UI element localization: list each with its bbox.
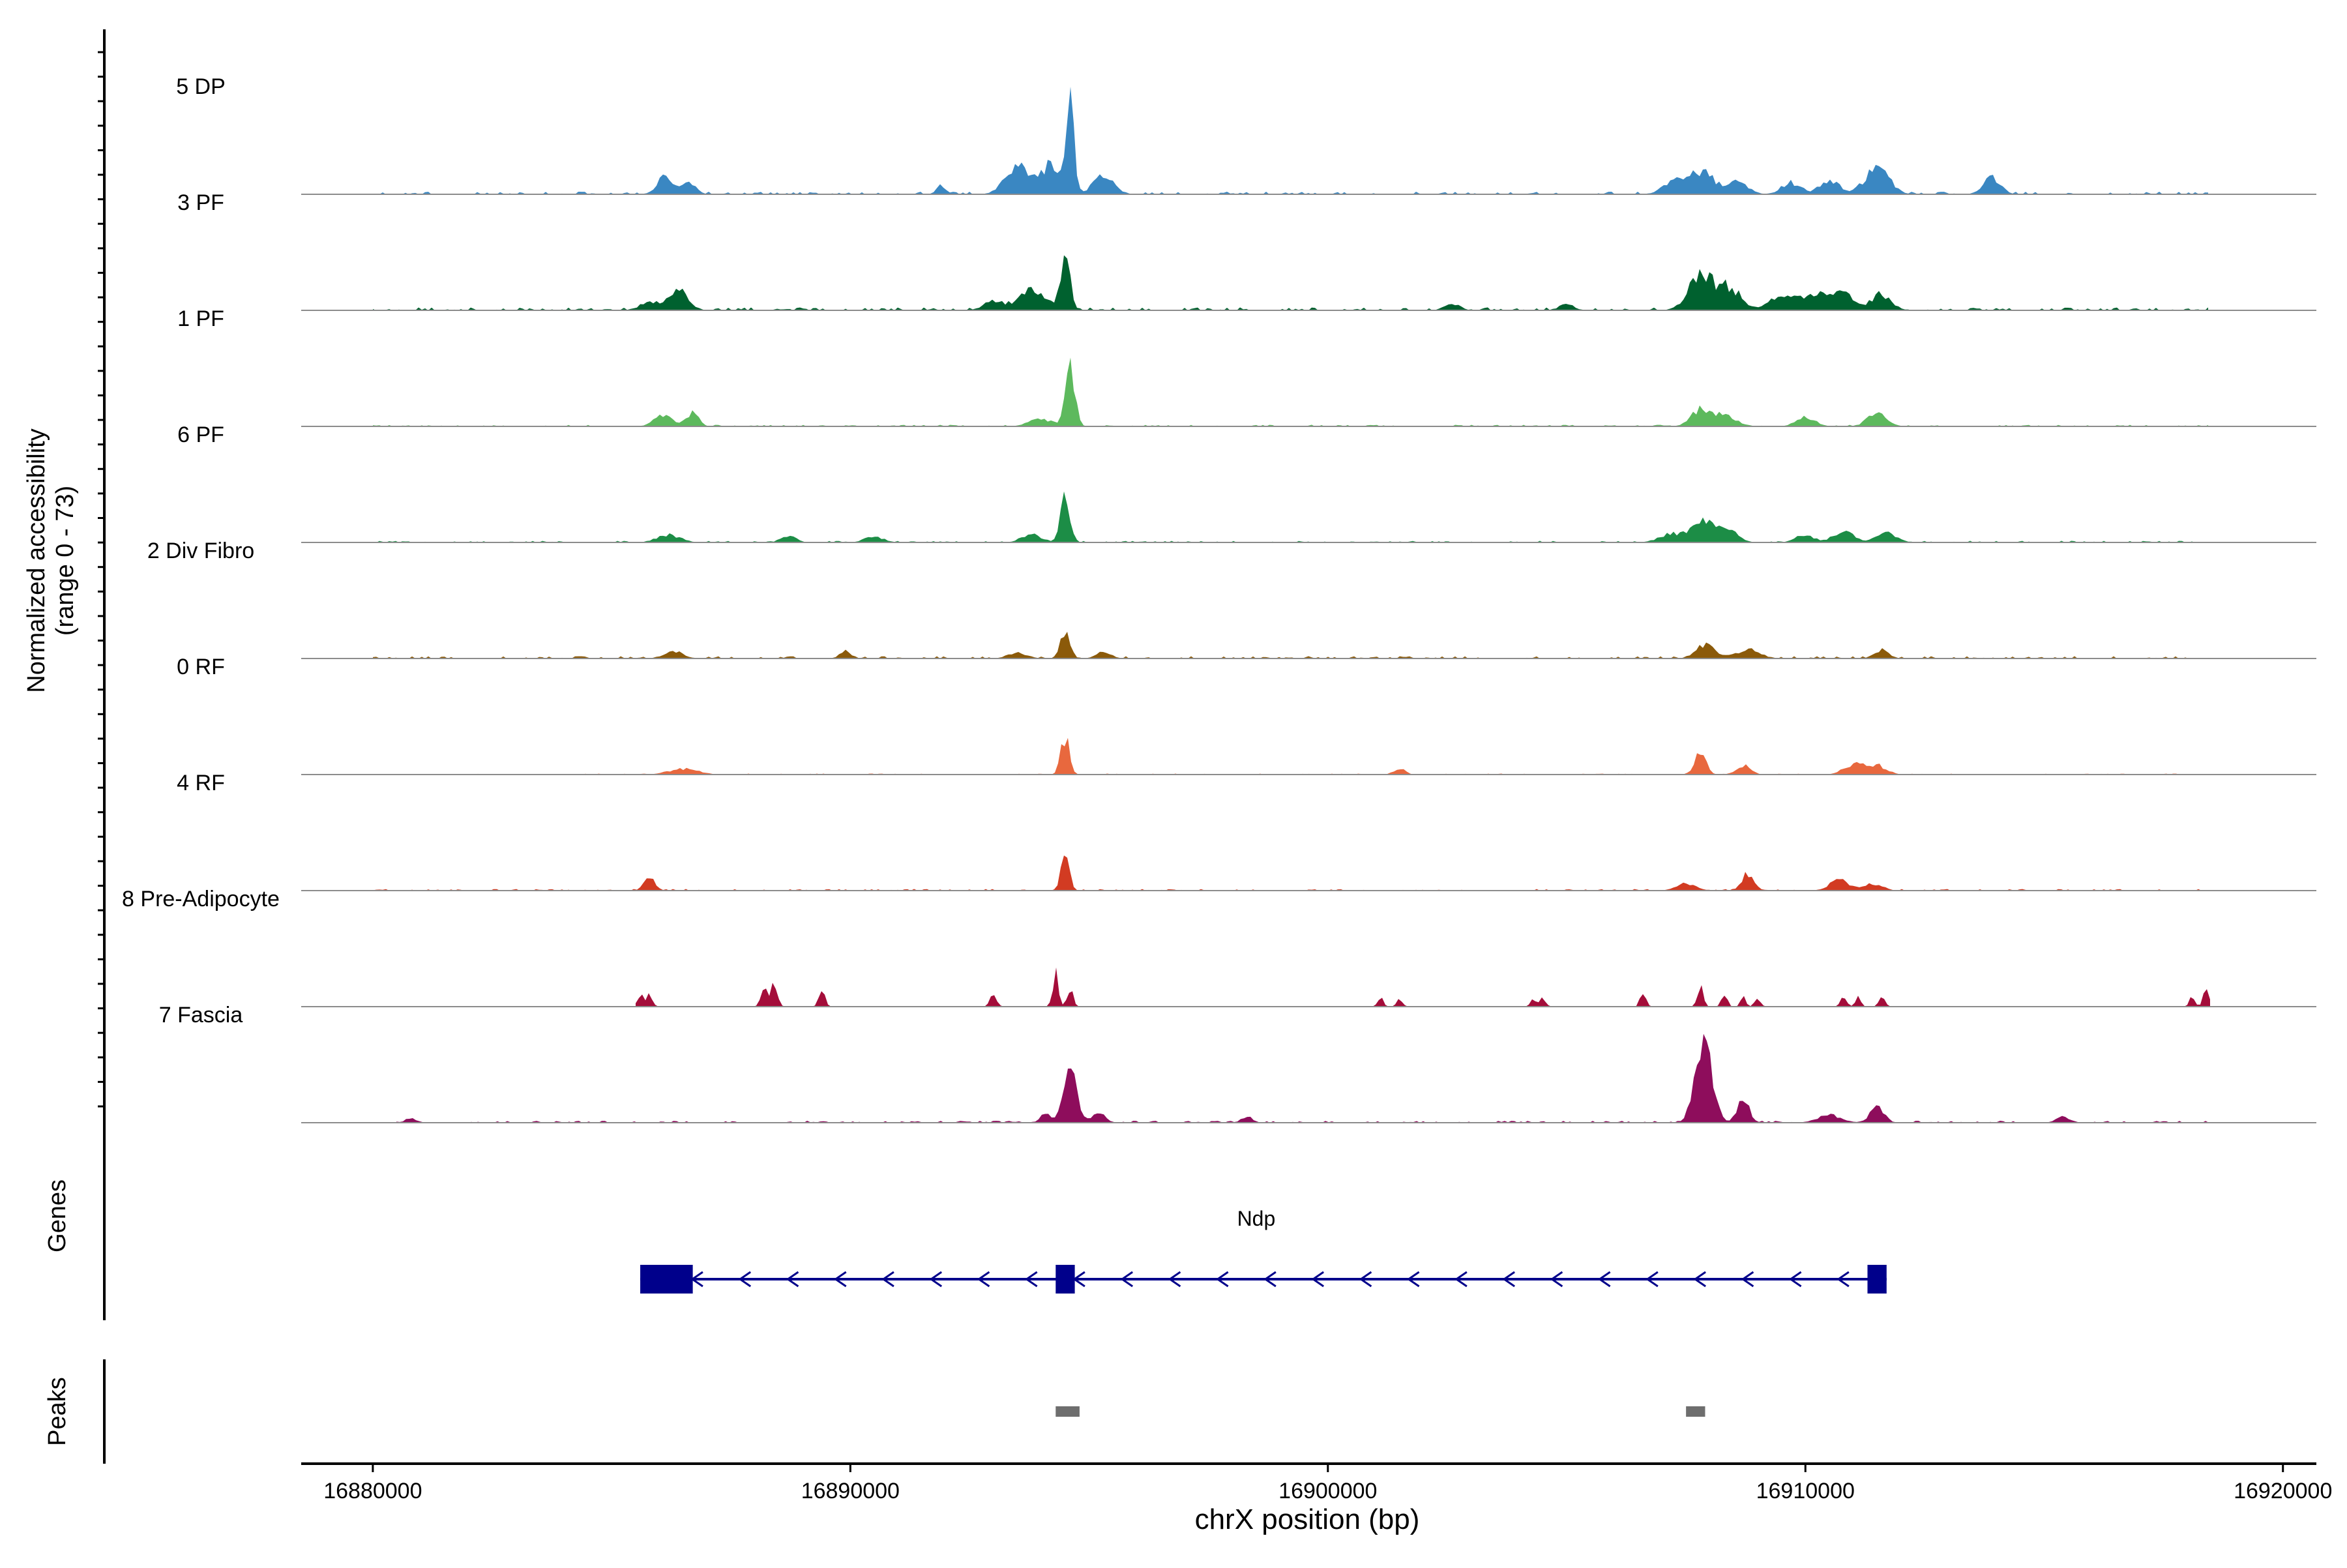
peak-region	[1686, 1406, 1705, 1417]
track-label: 5 DP	[176, 74, 226, 99]
gene-exon	[1055, 1265, 1075, 1294]
track-label: 7 Fascia	[159, 1003, 243, 1028]
track-label: 8 Pre-Adipocyte	[122, 887, 280, 911]
strand-arrow	[1788, 1271, 1802, 1288]
track-4: 6 PF	[177, 422, 2316, 543]
strand-arrow	[1406, 1271, 1420, 1288]
y-axis-title: Normalized accessibility	[23, 428, 50, 692]
gene-exon	[640, 1265, 693, 1294]
track-6: 0 RF	[177, 655, 2316, 775]
strand-arrow	[977, 1271, 990, 1288]
track-7: 4 RF	[177, 771, 2316, 891]
strand-arrow	[1741, 1271, 1754, 1288]
peaks-label: Peaks	[44, 1377, 71, 1446]
x-axis-ticks: 16880000 16890000 16900000 16910000 16920000	[323, 1464, 2332, 1503]
x-tick-label: 16910000	[1756, 1479, 1855, 1503]
strand-arrow	[929, 1271, 943, 1288]
strand-arrow	[1550, 1271, 1563, 1288]
strand-arrow	[1454, 1271, 1468, 1288]
x-tick-label: 16920000	[2234, 1479, 2332, 1503]
strand-arrow	[1597, 1271, 1611, 1288]
strand-arrow	[786, 1271, 799, 1288]
peak-region	[1055, 1406, 1080, 1417]
track-label: 1 PF	[177, 306, 224, 331]
x-axis-title: chrX position (bp)	[1195, 1503, 1420, 1535]
track-5: 2 Div Fibro	[147, 539, 2316, 659]
strand-arrow	[1311, 1271, 1324, 1288]
strand-arrow	[1025, 1271, 1038, 1288]
strand-arrow	[1359, 1271, 1372, 1288]
strand-arrow	[1216, 1271, 1229, 1288]
track-9: 7 Fascia	[159, 1003, 2316, 1123]
strand-arrow	[1263, 1271, 1277, 1288]
gene-exon	[1867, 1265, 1887, 1294]
track-8: 8 Pre-Adipocyte	[122, 887, 2316, 1007]
strand-arrow	[738, 1271, 752, 1288]
x-tick-label: 16880000	[323, 1479, 422, 1503]
peak-marks	[1055, 1406, 1705, 1417]
gene-model: Ndp	[640, 1207, 1887, 1294]
coverage-area	[373, 855, 2208, 891]
track-2: 3 PF	[177, 190, 2316, 311]
track-label: 6 PF	[177, 422, 224, 447]
y-axis-range: (range 0 - 73)	[52, 486, 79, 636]
strand-arrow	[1693, 1271, 1706, 1288]
x-tick-label: 16890000	[801, 1479, 900, 1503]
strand-arrow	[1168, 1271, 1181, 1288]
strand-arrow	[1837, 1271, 1850, 1288]
strand-arrow	[1502, 1271, 1515, 1288]
strand-arrow	[1120, 1271, 1134, 1288]
track-label: 3 PF	[177, 190, 224, 215]
genes-label: Genes	[44, 1179, 71, 1252]
coverage-tracks: 5 DP 3 PF 1 PF 6 PF 2 Div Fibro 0 RF 4 RF 8 Pre…	[122, 74, 2316, 1123]
track-label: 4 RF	[177, 771, 225, 795]
y-axis-label: Normalized accessibility (range 0 - 73)	[23, 428, 79, 692]
x-tick-label: 16900000	[1278, 1479, 1377, 1503]
track-1: 5 DP	[176, 74, 2316, 195]
x-axis: 16880000 16890000 16900000 16910000 16920000…	[301, 1462, 2332, 1535]
track-label: 2 Div Fibro	[147, 539, 254, 563]
track-label: 0 RF	[177, 655, 225, 679]
gene-label: Ndp	[1237, 1207, 1276, 1230]
track-3: 1 PF	[177, 306, 2316, 427]
coverage-area	[373, 632, 2208, 658]
strand-arrow	[834, 1271, 847, 1288]
strand-arrow	[881, 1271, 894, 1288]
strand-arrow	[1646, 1271, 1659, 1288]
genes-panel: Genes Ndp	[44, 1112, 1887, 1320]
peaks-panel: Peaks	[44, 1359, 1705, 1464]
y-axis	[98, 29, 106, 1116]
